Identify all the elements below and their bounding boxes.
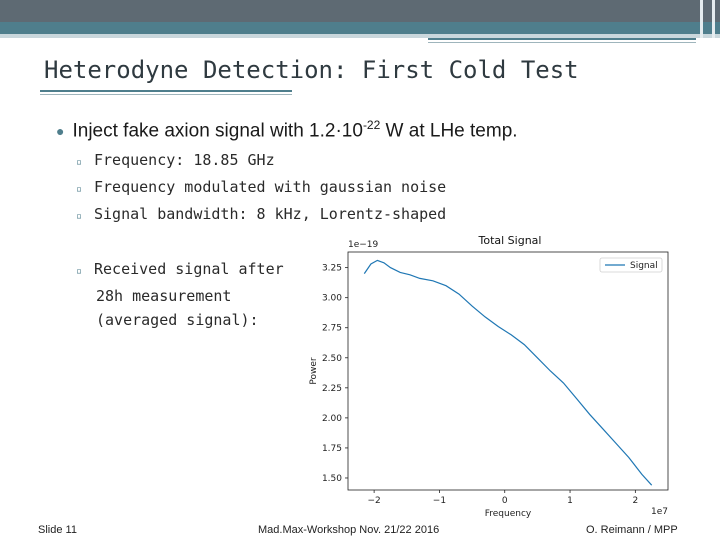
y-offset-label: 1e−19 xyxy=(348,240,379,250)
x-tick-label: −1 xyxy=(433,496,446,506)
chart-title: Total Signal xyxy=(478,234,542,247)
received-line: (averaged signal): xyxy=(96,311,259,329)
footer-author: O. Reimann / MPP xyxy=(586,524,678,536)
sub-bullet-text: Frequency modulated with gaussian noise xyxy=(94,178,447,196)
plot-frame xyxy=(347,251,669,491)
sub-bullet-text: Signal bandwidth: 8 kHz, Lorentz-shaped xyxy=(94,205,447,223)
header-separator xyxy=(712,0,715,38)
bullet-base: 10 xyxy=(341,120,363,142)
slide-number: Slide 11 xyxy=(38,524,77,536)
x-tick-label: 2 xyxy=(632,496,638,506)
title-underline xyxy=(40,90,292,92)
legend-entry: Signal xyxy=(630,261,658,271)
header-band-light xyxy=(0,34,720,38)
bullet-exponent: -22 xyxy=(362,118,381,132)
x-tick-label: 1 xyxy=(567,496,573,506)
sub-bullet: ▫ Signal bandwidth: 8 kHz, Lorentz-shaped xyxy=(76,202,446,229)
footer-event: Mad.Max-Workshop Nov. 21/22 2016 xyxy=(258,524,440,536)
square-bullet-icon: ▫ xyxy=(76,157,83,168)
received-line: Received signal after xyxy=(94,260,284,278)
sub-bullet: ▫ Frequency modulated with gaussian noise xyxy=(76,175,446,202)
x-tick-label: 0 xyxy=(502,496,508,506)
main-bullet: ● Inject fake axion signal with 1.2·10-22… xyxy=(56,118,518,142)
series-line-signal xyxy=(363,259,653,486)
x-offset-label: 1e7 xyxy=(651,507,668,517)
square-bullet-icon: ▫ xyxy=(76,184,83,195)
y-tick-label: 2.50 xyxy=(322,354,342,364)
header-separator xyxy=(700,0,703,38)
header-band-dark xyxy=(0,0,720,22)
y-tick-label: 3.00 xyxy=(322,294,342,304)
x-axis-label: Frequency xyxy=(485,509,532,519)
received-line: 28h measurement xyxy=(96,287,232,305)
title-accent-line xyxy=(428,38,696,40)
header-band-teal xyxy=(0,22,720,34)
chart-legend: Signal xyxy=(599,257,663,273)
y-tick-label: 2.25 xyxy=(322,384,342,394)
square-bullet-icon: ▫ xyxy=(76,211,83,222)
bullet-prefix: Inject fake axion signal with 1.2 xyxy=(72,120,336,142)
title-accent-line xyxy=(428,42,696,43)
bullet-dot-icon: ● xyxy=(56,123,65,140)
slide-title: Heterodyne Detection: First Cold Test xyxy=(44,56,579,84)
sub-bullet: ▫ Frequency: 18.85 GHz xyxy=(76,148,275,175)
y-axis-label: Power xyxy=(309,357,319,385)
x-tick-label: −2 xyxy=(367,496,380,506)
bullet-mult: · xyxy=(335,120,342,142)
square-bullet-icon: ▫ xyxy=(76,266,83,277)
sub-bullet-text: Frequency: 18.85 GHz xyxy=(94,151,275,169)
bullet-suffix: W at LHe temp. xyxy=(380,120,518,142)
y-tick-label: 2.00 xyxy=(322,414,342,424)
y-tick-label: 2.75 xyxy=(322,324,342,334)
y-tick-label: 3.25 xyxy=(322,264,342,274)
title-underline xyxy=(40,94,292,95)
y-tick-label: 1.50 xyxy=(322,474,342,484)
received-bullet: ▫ Received signal after 28h measurement (… xyxy=(76,257,284,332)
y-tick-label: 1.75 xyxy=(322,444,342,454)
total-signal-chart: Total Signal 1e−19 1e7 Frequency Power 1… xyxy=(309,234,669,519)
